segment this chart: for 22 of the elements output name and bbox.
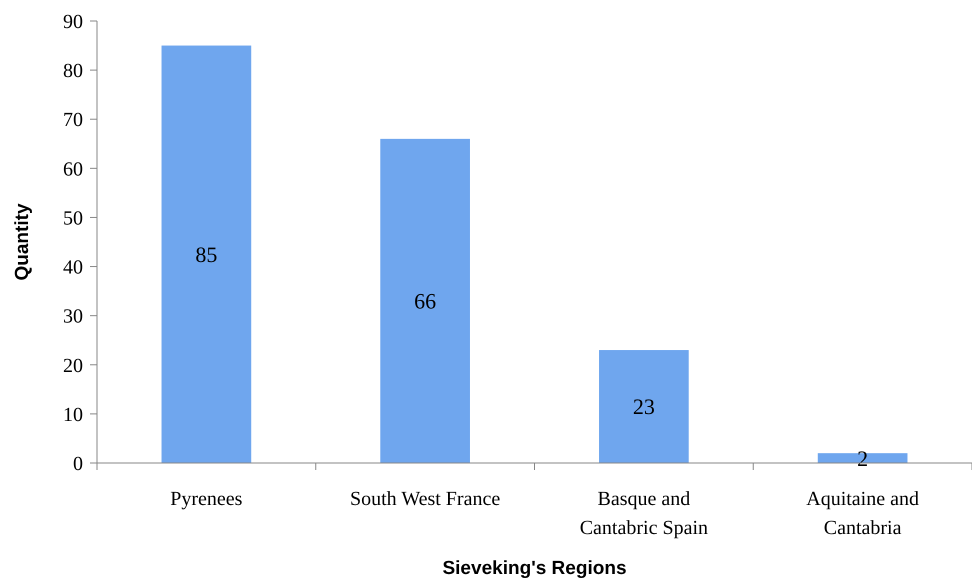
y-tick-label: 0 — [73, 453, 83, 475]
data-label: 23 — [632, 394, 655, 420]
y-tick-label: 70 — [63, 109, 83, 132]
y-tick-label: 20 — [63, 354, 83, 377]
x-tick-label: South West France — [350, 488, 500, 510]
bar — [162, 46, 252, 463]
y-axis-title: Quantity — [12, 203, 33, 281]
y-tick-label: 40 — [63, 256, 83, 279]
y-tick-label: 60 — [63, 158, 83, 180]
x-axis-title: Sieveking's Regions — [442, 558, 627, 579]
x-tick-label: Aquitaine and Cantabria — [806, 488, 919, 539]
y-tick-label: 50 — [63, 207, 83, 230]
y-tick-label: 10 — [63, 404, 83, 426]
data-label: 85 — [195, 242, 218, 267]
y-tick-label: 90 — [63, 11, 83, 33]
bar — [380, 138, 470, 463]
y-tick-label: 30 — [63, 306, 83, 328]
x-tick-label: Basque and Cantabric Spain — [580, 488, 708, 539]
y-tick-label: 80 — [63, 60, 83, 82]
bar — [599, 350, 689, 463]
data-label: 66 — [414, 288, 436, 314]
x-tick-label: Pyrenees — [170, 488, 243, 510]
